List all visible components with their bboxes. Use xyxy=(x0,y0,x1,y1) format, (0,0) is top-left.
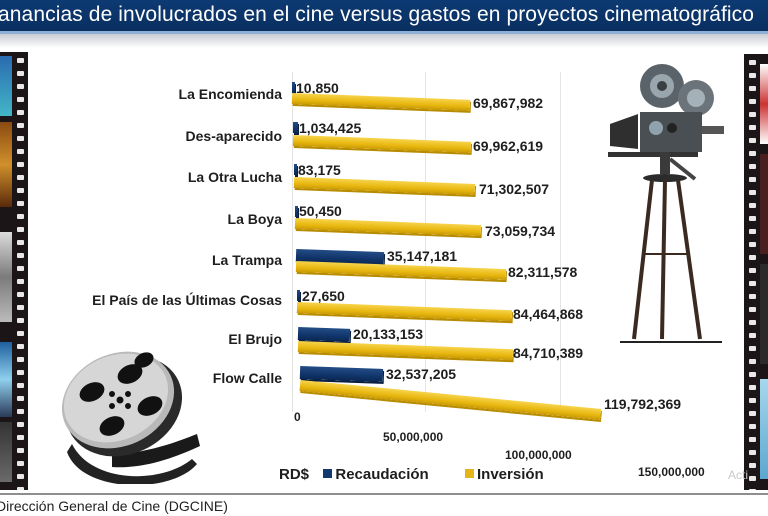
sprocket-holes xyxy=(749,60,756,490)
category-label: La Otra Lucha xyxy=(187,169,282,185)
category-label: El País de las Últimas Cosas xyxy=(92,292,282,308)
category-label: La Encomienda xyxy=(178,86,282,102)
film-strip-icon xyxy=(744,54,768,490)
chart-legend: RD$ Recaudación xyxy=(279,466,429,483)
recaudacion-value: 1,034,425 xyxy=(299,120,362,136)
recaudacion-value: 27,650 xyxy=(302,288,345,304)
inversion-value: 119,792,369 xyxy=(604,396,682,412)
recaudacion-bar xyxy=(294,164,297,175)
x-tick: 100,000,000 xyxy=(505,448,572,462)
x-tick: 50,000,000 xyxy=(383,430,444,444)
film-reel-icon xyxy=(61,351,200,484)
recaudacion-value: 50,450 xyxy=(299,203,342,219)
inversion-value: 73,059,734 xyxy=(485,223,556,239)
category-label: La Trampa xyxy=(211,252,282,268)
chart-title: anancias de involucrados en el cine vers… xyxy=(0,3,755,26)
inversion-bar xyxy=(291,93,471,111)
recaudacion-bar xyxy=(299,366,384,382)
recaudacion-value: 35,147,181 xyxy=(387,248,458,264)
legend-label-recaudacion: Recaudación xyxy=(335,466,429,483)
title-shadow xyxy=(0,34,768,48)
legend-swatch-inversion xyxy=(465,469,474,478)
recaudacion-value: 83,175 xyxy=(298,162,341,178)
category-label: El Brujo xyxy=(228,331,282,347)
film-strip-icon xyxy=(0,52,28,490)
inversion-bar xyxy=(297,341,514,361)
gridline xyxy=(292,72,293,412)
footer-divider xyxy=(0,493,768,495)
inversion-value: 84,464,868 xyxy=(513,306,584,322)
x-tick: 0 xyxy=(294,410,301,424)
inversion-value: 69,867,982 xyxy=(473,95,544,111)
category-label: La Boya xyxy=(227,211,282,227)
title-bar: anancias de involucrados en el cine vers… xyxy=(0,0,768,34)
source-footer: Dirección General de Cine (DGCINE) xyxy=(0,498,228,514)
category-label: Des-aparecido xyxy=(185,128,282,144)
inversion-value: 71,302,507 xyxy=(479,181,550,197)
inversion-bar xyxy=(299,380,602,420)
legend-label-inversion: Inversión xyxy=(477,466,544,483)
legend-unit: RD$ xyxy=(279,466,310,483)
recaudacion-bar xyxy=(293,122,298,133)
recaudacion-bar xyxy=(297,327,351,342)
recaudacion-bar xyxy=(295,206,298,217)
inversion-value: 84,710,389 xyxy=(513,345,584,361)
inversion-value: 82,311,578 xyxy=(508,264,578,280)
sprocket-holes xyxy=(17,58,24,490)
inversion-bar xyxy=(294,218,482,237)
recaudacion-bar xyxy=(297,290,300,301)
inversion-bar xyxy=(296,302,513,322)
recaudacion-bar xyxy=(292,82,295,93)
gridline xyxy=(425,72,426,412)
inversion-value: 69,962,619 xyxy=(473,138,544,154)
watermark-text: Acti xyxy=(728,468,749,482)
x-tick: 150,000,000 xyxy=(638,465,705,479)
movie-camera-tripod-icon xyxy=(608,64,724,343)
recaudacion-value: 20,133,153 xyxy=(353,326,424,342)
recaudacion-value: 10,850 xyxy=(296,80,339,96)
inversion-bar xyxy=(292,135,472,153)
legend-swatch-recaudacion xyxy=(323,469,333,478)
recaudacion-value: 32,537,205 xyxy=(386,366,457,382)
category-label: Flow Calle xyxy=(212,370,282,386)
chart-legend: Inversión xyxy=(465,466,544,483)
inversion-bar xyxy=(293,177,476,195)
gridline xyxy=(560,72,561,412)
